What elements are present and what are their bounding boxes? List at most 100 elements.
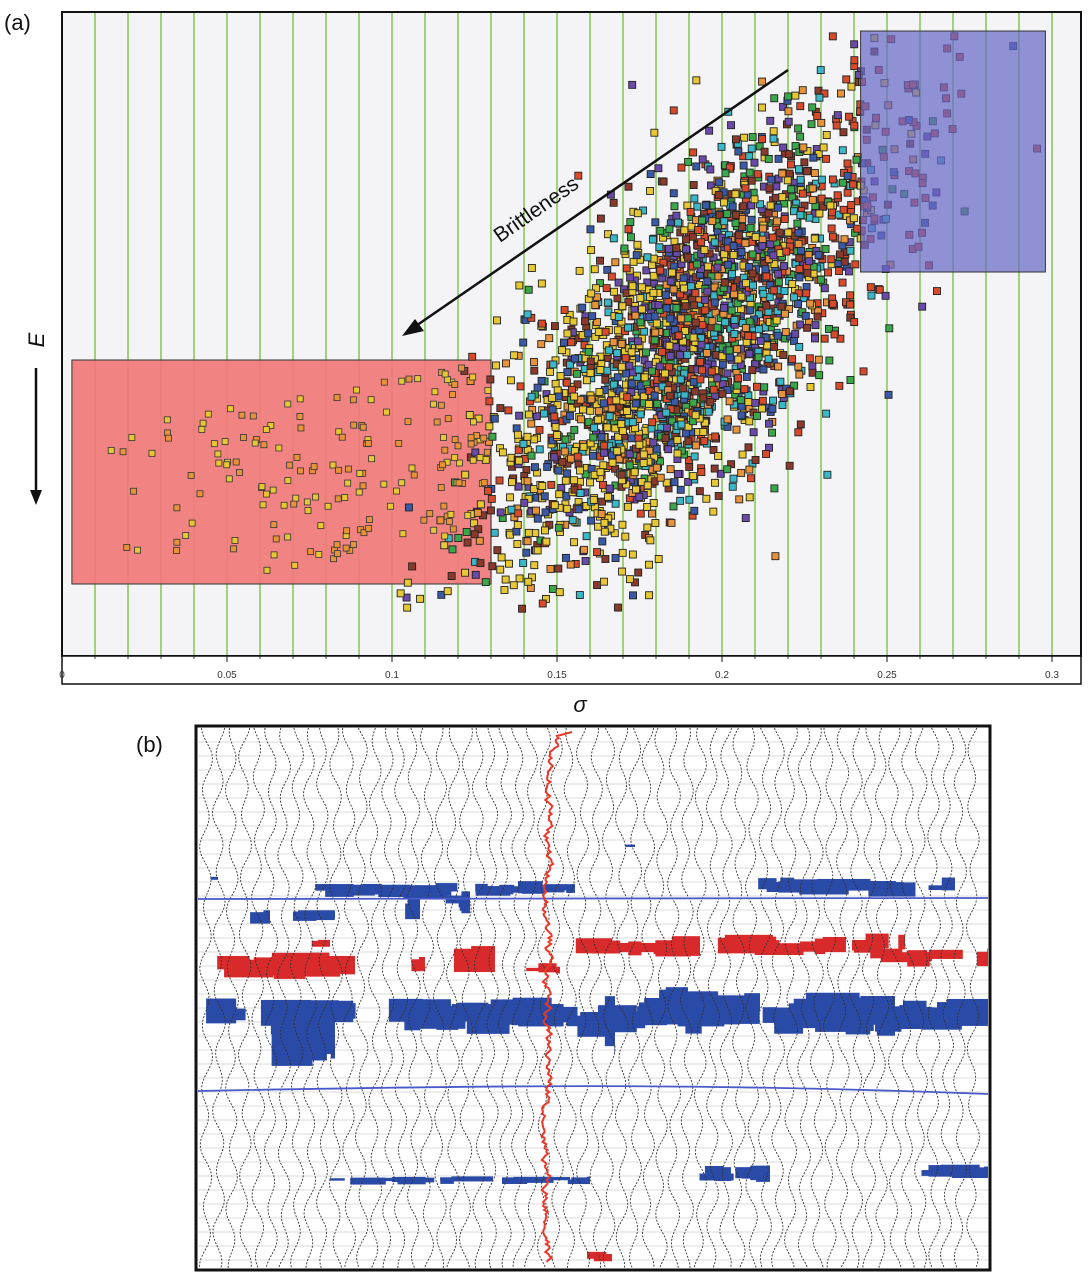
geobody-segment bbox=[260, 912, 270, 921]
data-point bbox=[680, 284, 688, 293]
data-point bbox=[730, 315, 739, 324]
data-point bbox=[758, 135, 767, 144]
data-point bbox=[795, 342, 804, 351]
data-point bbox=[756, 336, 765, 345]
data-point bbox=[747, 474, 756, 483]
data-point bbox=[548, 405, 557, 414]
data-point bbox=[593, 581, 602, 590]
data-point bbox=[688, 232, 697, 241]
geobody-segment bbox=[294, 913, 324, 919]
data-point bbox=[196, 490, 204, 498]
data-point bbox=[204, 410, 212, 418]
data-point bbox=[625, 461, 634, 470]
seismic-trace bbox=[849, 727, 863, 1269]
data-point bbox=[739, 161, 748, 170]
data-point bbox=[737, 248, 746, 257]
data-point bbox=[350, 541, 357, 548]
data-point bbox=[546, 564, 555, 573]
seismic-trace bbox=[758, 727, 772, 1269]
seismic-trace bbox=[940, 727, 954, 1269]
data-point bbox=[627, 434, 636, 443]
data-point bbox=[386, 502, 394, 510]
data-point bbox=[609, 198, 618, 207]
data-point bbox=[705, 126, 714, 135]
data-point bbox=[840, 257, 849, 266]
data-point bbox=[827, 255, 836, 264]
data-point bbox=[461, 568, 470, 577]
data-point bbox=[840, 235, 849, 244]
data-point bbox=[613, 326, 622, 335]
data-point bbox=[593, 318, 601, 326]
data-point bbox=[771, 193, 780, 202]
data-point bbox=[708, 217, 717, 226]
data-point bbox=[296, 413, 304, 420]
geobody-segment bbox=[278, 958, 329, 969]
data-point bbox=[580, 545, 588, 554]
data-point bbox=[607, 272, 616, 281]
data-point bbox=[629, 591, 637, 600]
data-point bbox=[707, 181, 715, 190]
ductile-zone-box bbox=[71, 359, 492, 585]
data-point bbox=[779, 102, 788, 111]
data-point bbox=[838, 146, 847, 155]
data-point bbox=[123, 544, 131, 551]
data-point bbox=[723, 415, 732, 424]
data-point bbox=[723, 209, 732, 218]
data-point bbox=[403, 603, 412, 612]
data-point bbox=[437, 484, 445, 491]
data-point bbox=[467, 440, 475, 448]
data-point bbox=[811, 334, 819, 343]
data-point bbox=[846, 246, 855, 255]
data-point bbox=[451, 381, 459, 388]
data-point bbox=[811, 321, 820, 330]
data-point bbox=[398, 377, 406, 385]
data-point bbox=[825, 356, 834, 365]
geobody-segment bbox=[326, 955, 355, 968]
data-point bbox=[696, 375, 705, 384]
data-point bbox=[223, 461, 231, 469]
seismic-trace bbox=[966, 727, 980, 1269]
data-point bbox=[713, 263, 722, 272]
data-point bbox=[643, 481, 652, 490]
data-point bbox=[710, 298, 719, 307]
data-point bbox=[748, 366, 757, 375]
data-point bbox=[365, 524, 373, 532]
data-point bbox=[589, 495, 598, 504]
data-point bbox=[624, 182, 633, 191]
data-point bbox=[550, 453, 559, 462]
data-point bbox=[737, 402, 746, 411]
data-point bbox=[524, 528, 533, 537]
data-point bbox=[691, 387, 699, 396]
x-tick-label: 0.05 bbox=[217, 670, 237, 681]
data-point bbox=[648, 418, 657, 427]
data-point bbox=[690, 194, 699, 203]
data-point bbox=[558, 346, 566, 355]
data-point bbox=[750, 158, 759, 167]
data-point bbox=[187, 472, 195, 479]
data-point bbox=[646, 187, 654, 195]
data-point bbox=[885, 324, 894, 333]
data-point bbox=[522, 548, 531, 557]
data-point bbox=[815, 371, 824, 380]
data-point bbox=[545, 520, 554, 529]
data-point bbox=[447, 572, 456, 580]
data-point bbox=[635, 440, 644, 449]
data-point bbox=[484, 486, 492, 495]
data-point bbox=[559, 338, 568, 347]
data-point bbox=[568, 516, 577, 525]
data-point bbox=[749, 428, 758, 437]
data-point bbox=[530, 358, 538, 366]
data-point bbox=[334, 495, 342, 503]
geobody-segment bbox=[325, 888, 354, 897]
data-point bbox=[579, 442, 588, 451]
data-point bbox=[587, 516, 596, 525]
data-point bbox=[686, 207, 695, 216]
data-point bbox=[570, 538, 578, 547]
data-point bbox=[512, 527, 521, 536]
data-point bbox=[784, 305, 793, 313]
data-point bbox=[633, 209, 642, 218]
data-point bbox=[670, 478, 679, 487]
geobody-segment bbox=[391, 1005, 417, 1022]
data-point bbox=[515, 456, 524, 465]
data-point bbox=[291, 561, 299, 569]
